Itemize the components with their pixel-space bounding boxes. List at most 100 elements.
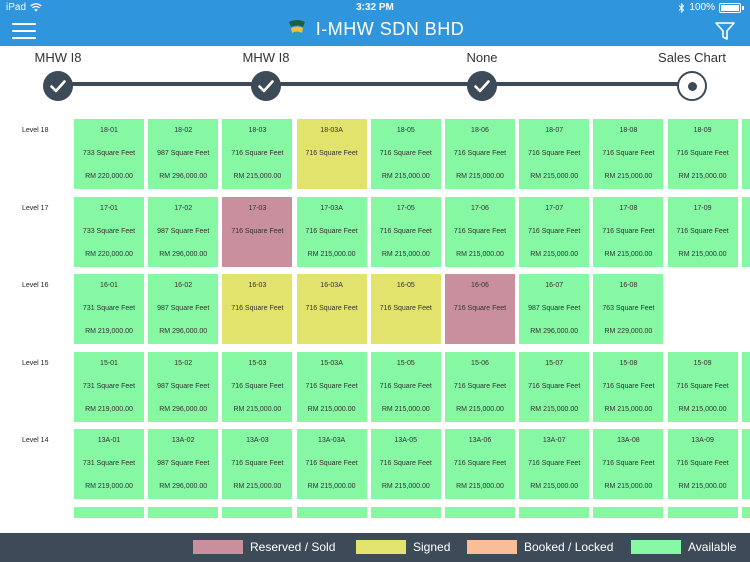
unit-cell[interactable]: 18-01 733 Square Feet RM 220,000.00: [74, 119, 144, 189]
unit-cell[interactable]: 18-05 716 Square Feet RM 215,000.00: [370, 119, 441, 189]
unit-cell[interactable]: 13A-03A 716 Square Feet RM 215,000.00: [296, 429, 367, 499]
unit-cell[interactable]: 16-01 731 Square Feet RM 219,000.00: [74, 274, 144, 344]
unit-cell[interactable]: 13A-05 716 Square Feet RM 215,000.00: [370, 429, 441, 499]
unit-size: 716 Square Feet: [231, 460, 284, 467]
unit-cell[interactable]: [741, 506, 750, 518]
unit-cell[interactable]: 18-07 716 Square Feet RM 215,000.00: [519, 119, 590, 189]
checkmark-icon: [474, 79, 490, 92]
unit-cell[interactable]: [148, 506, 219, 518]
legend-swatch: [193, 540, 243, 554]
unit-cell[interactable]: 16-06 716 Square Feet: [445, 274, 515, 344]
unit-cell[interactable]: 17-05 716 Square Feet RM 215,000.00: [370, 196, 441, 267]
unit-cell[interactable]: [445, 506, 515, 518]
unit-size: 716 Square Feet: [379, 227, 432, 235]
legend-swatch: [467, 540, 517, 554]
level-row: Level 18 18-01 733 Square Feet RM 220,000.0…: [0, 119, 750, 193]
unit-number: 18-02: [174, 127, 193, 134]
unit-cell[interactable]: 13A-07 716 Square Feet RM 215,000.00: [519, 429, 590, 499]
unit-cell[interactable]: [370, 506, 441, 518]
step-1[interactable]: MHW I8: [8, 50, 108, 101]
filter-icon[interactable]: [714, 20, 736, 42]
unit-number: 18-03: [248, 127, 267, 134]
unit-cell[interactable]: 16-05 716 Square Feet: [370, 274, 441, 344]
unit-cell[interactable]: 17-02 987 Square Feet RM 296,000.00: [148, 196, 219, 267]
unit-cell[interactable]: 17-06 716 Square Feet RM 215,000.00: [445, 196, 515, 267]
unit-cell[interactable]: 13A-03 716 Square Feet RM 215,000.00: [222, 429, 293, 499]
unit-price: RM 296,000.00: [159, 250, 208, 258]
unit-size: 716 Square Feet: [676, 460, 729, 467]
status-bar-left: iPad: [6, 2, 42, 13]
unit-cell[interactable]: 15-05 716 Square Feet RM 215,000.00: [370, 351, 441, 422]
unit-cell[interactable]: 16-03 716 Square Feet: [222, 274, 293, 344]
unit-cell[interactable]: 18-03A 716 Square Feet: [296, 119, 367, 189]
status-bar-right: 100%: [678, 2, 744, 13]
step-2[interactable]: MHW I8: [216, 50, 316, 101]
unit-cell[interactable]: 17-08 716 Square Feet RM 215,000.00: [593, 196, 664, 267]
unit-price: RM 215,000.00: [456, 250, 504, 258]
step-4[interactable]: Sales Chart: [642, 50, 742, 101]
unit-cell[interactable]: [74, 506, 144, 518]
unit-cell[interactable]: 15-09 716 Square Feet RM 215,000.00: [667, 351, 738, 422]
unit-cell[interactable]: 13A-02 987 Square Feet RM 296,000.00: [148, 429, 219, 499]
unit-cell[interactable]: 16-08 763 Square Feet RM 229,000.00: [593, 274, 664, 344]
unit-cell[interactable]: 16-03A 716 Square Feet: [296, 274, 367, 344]
unit-cell[interactable]: [593, 506, 664, 518]
unit-cell[interactable]: 17-03A 716 Square Feet RM 215,000.00: [296, 196, 367, 267]
unit-cell[interactable]: 17-07 716 Square Feet RM 215,000.00: [519, 196, 590, 267]
unit-number: 18-06: [471, 127, 489, 134]
brand: I-MHW SDN BHD: [0, 18, 750, 40]
unit-cell[interactable]: 15-06 716 Square Feet RM 215,000.00: [445, 351, 515, 422]
unit-cell[interactable]: 15-07 716 Square Feet RM 215,000.00: [519, 351, 590, 422]
unit-cell[interactable]: 16-07 987 Square Feet RM 296,000.00: [519, 274, 590, 344]
unit-cell[interactable]: 15-03 716 Square Feet RM 215,000.00: [222, 351, 293, 422]
unit-cell[interactable]: [667, 506, 738, 518]
unit-cell[interactable]: 17-03 716 Square Feet: [222, 196, 293, 267]
unit-number: 16-01: [100, 282, 118, 289]
checkmark-icon: [50, 79, 66, 92]
level-label: Level 16: [22, 282, 49, 289]
step-3[interactable]: None: [432, 50, 532, 101]
unit-cell[interactable]: [741, 196, 750, 267]
sales-chart-grid[interactable]: Level 18 18-01 733 Square Feet RM 220,000.0…: [0, 108, 750, 518]
unit-cell[interactable]: 17-09 716 Square Feet RM 215,000.00: [667, 196, 738, 267]
unit-cell[interactable]: 13A-01 731 Square Feet RM 219,000.00: [74, 429, 144, 499]
unit-cell[interactable]: 18-09 716 Square Feet RM 215,000.00: [667, 119, 738, 189]
unit-number: 13A-08: [617, 437, 640, 444]
unit-size: 987 Square Feet: [157, 305, 210, 312]
unit-price: RM 215,000.00: [307, 483, 356, 490]
unit-number: 16-08: [619, 282, 638, 289]
unit-number: 13A-06: [468, 437, 492, 444]
unit-cell[interactable]: [741, 429, 750, 499]
unit-cell[interactable]: 18-08 716 Square Feet RM 215,000.00: [593, 119, 664, 189]
unit-cell[interactable]: 13A-06 716 Square Feet RM 215,000.00: [445, 429, 515, 499]
unit-price: RM 215,000.00: [678, 250, 727, 258]
unit-cell[interactable]: [741, 351, 750, 422]
menu-button[interactable]: [12, 23, 36, 40]
unit-cell[interactable]: 16-02 987 Square Feet RM 296,000.00: [148, 274, 219, 344]
unit-cell[interactable]: 13A-08 716 Square Feet RM 215,000.00: [593, 429, 664, 499]
unit-price: RM 215,000.00: [307, 250, 356, 258]
unit-size: 716 Square Feet: [602, 227, 655, 235]
unit-cell[interactable]: 18-02 987 Square Feet RM 296,000.00: [148, 119, 219, 189]
battery-percent: 100%: [689, 2, 715, 13]
unit-number: 16-05: [396, 282, 415, 289]
battery-tip: [742, 5, 744, 10]
company-logo-icon: [288, 20, 305, 39]
unit-cell[interactable]: [519, 506, 590, 518]
unit-size: 716 Square Feet: [676, 227, 729, 235]
unit-cell[interactable]: 17-01 733 Square Feet RM 220,000.00: [74, 196, 144, 267]
unit-price: RM 220,000.00: [85, 250, 133, 258]
unit-cell[interactable]: [296, 506, 367, 518]
unit-cell[interactable]: [741, 119, 750, 189]
unit-cell[interactable]: 18-06 716 Square Feet RM 215,000.00: [445, 119, 515, 189]
progress-stepper: MHW I8 MHW I8 None Sales Chart: [0, 46, 750, 108]
unit-cell[interactable]: 15-01 731 Square Feet RM 219,000.00: [74, 351, 144, 422]
unit-cell[interactable]: 15-02 987 Square Feet RM 296,000.00: [148, 351, 219, 422]
unit-cell[interactable]: [222, 506, 293, 518]
unit-cell[interactable]: 18-03 716 Square Feet RM 215,000.00: [222, 119, 293, 189]
unit-size: 716 Square Feet: [602, 150, 655, 157]
unit-cell[interactable]: 13A-09 716 Square Feet RM 215,000.00: [667, 429, 738, 499]
unit-number: 17-03: [248, 204, 267, 212]
unit-cell[interactable]: 15-03A 716 Square Feet RM 215,000.00: [296, 351, 367, 422]
unit-cell[interactable]: 15-08 716 Square Feet RM 215,000.00: [593, 351, 664, 422]
